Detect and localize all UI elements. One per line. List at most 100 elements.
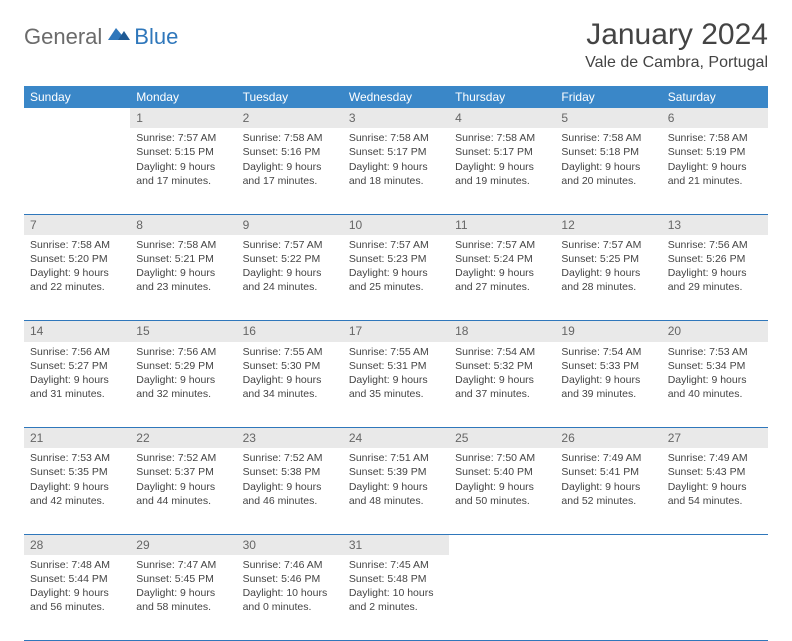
- day-content-cell: Sunrise: 7:55 AMSunset: 5:30 PMDaylight:…: [237, 342, 343, 428]
- sunset-line: Sunset: 5:22 PM: [243, 252, 337, 266]
- day-content-row: Sunrise: 7:53 AMSunset: 5:35 PMDaylight:…: [24, 448, 768, 534]
- sunrise-line: Sunrise: 7:46 AM: [243, 558, 337, 572]
- sunset-line: Sunset: 5:29 PM: [136, 359, 230, 373]
- sunset-line: Sunset: 5:17 PM: [349, 145, 443, 159]
- daylight-line: Daylight: 9 hours and 20 minutes.: [561, 160, 655, 188]
- day-content-row: Sunrise: 7:57 AMSunset: 5:15 PMDaylight:…: [24, 128, 768, 214]
- daylight-line: Daylight: 9 hours and 54 minutes.: [668, 480, 762, 508]
- day-number-cell: 13: [662, 214, 768, 235]
- weekday-header-row: Sunday Monday Tuesday Wednesday Thursday…: [24, 86, 768, 108]
- day-number-cell: 14: [24, 321, 130, 342]
- daylight-line: Daylight: 9 hours and 39 minutes.: [561, 373, 655, 401]
- day-number-cell: 10: [343, 214, 449, 235]
- day-content-cell: Sunrise: 7:53 AMSunset: 5:34 PMDaylight:…: [662, 342, 768, 428]
- day-number-row: 14151617181920: [24, 321, 768, 342]
- sunset-line: Sunset: 5:23 PM: [349, 252, 443, 266]
- day-content-cell: Sunrise: 7:56 AMSunset: 5:29 PMDaylight:…: [130, 342, 236, 428]
- day-number-row: 28293031: [24, 534, 768, 555]
- sunrise-line: Sunrise: 7:57 AM: [136, 131, 230, 145]
- sunset-line: Sunset: 5:30 PM: [243, 359, 337, 373]
- sunrise-line: Sunrise: 7:58 AM: [136, 238, 230, 252]
- day-number-cell: 12: [555, 214, 661, 235]
- sunset-line: Sunset: 5:26 PM: [668, 252, 762, 266]
- sunset-line: Sunset: 5:38 PM: [243, 465, 337, 479]
- day-content-cell: Sunrise: 7:52 AMSunset: 5:37 PMDaylight:…: [130, 448, 236, 534]
- daylight-line: Daylight: 9 hours and 19 minutes.: [455, 160, 549, 188]
- day-content-cell: Sunrise: 7:52 AMSunset: 5:38 PMDaylight:…: [237, 448, 343, 534]
- sunrise-line: Sunrise: 7:50 AM: [455, 451, 549, 465]
- sunrise-line: Sunrise: 7:58 AM: [243, 131, 337, 145]
- daylight-line: Daylight: 9 hours and 21 minutes.: [668, 160, 762, 188]
- day-content-cell: Sunrise: 7:58 AMSunset: 5:20 PMDaylight:…: [24, 235, 130, 321]
- sunset-line: Sunset: 5:45 PM: [136, 572, 230, 586]
- sunset-line: Sunset: 5:32 PM: [455, 359, 549, 373]
- day-number-cell: 23: [237, 428, 343, 449]
- daylight-line: Daylight: 9 hours and 18 minutes.: [349, 160, 443, 188]
- sunset-line: Sunset: 5:35 PM: [30, 465, 124, 479]
- daylight-line: Daylight: 9 hours and 48 minutes.: [349, 480, 443, 508]
- daylight-line: Daylight: 9 hours and 24 minutes.: [243, 266, 337, 294]
- daylight-line: Daylight: 9 hours and 23 minutes.: [136, 266, 230, 294]
- logo-text-general: General: [24, 24, 102, 50]
- day-content-cell: Sunrise: 7:58 AMSunset: 5:16 PMDaylight:…: [237, 128, 343, 214]
- day-content-cell: Sunrise: 7:50 AMSunset: 5:40 PMDaylight:…: [449, 448, 555, 534]
- day-number-cell: 24: [343, 428, 449, 449]
- sunset-line: Sunset: 5:21 PM: [136, 252, 230, 266]
- sunrise-line: Sunrise: 7:48 AM: [30, 558, 124, 572]
- sunset-line: Sunset: 5:17 PM: [455, 145, 549, 159]
- logo-text-blue: Blue: [134, 24, 178, 50]
- sunset-line: Sunset: 5:39 PM: [349, 465, 443, 479]
- sunset-line: Sunset: 5:46 PM: [243, 572, 337, 586]
- day-content-cell: Sunrise: 7:55 AMSunset: 5:31 PMDaylight:…: [343, 342, 449, 428]
- day-content-row: Sunrise: 7:48 AMSunset: 5:44 PMDaylight:…: [24, 555, 768, 641]
- day-content-cell: Sunrise: 7:58 AMSunset: 5:21 PMDaylight:…: [130, 235, 236, 321]
- day-content-cell: Sunrise: 7:58 AMSunset: 5:17 PMDaylight:…: [343, 128, 449, 214]
- sunset-line: Sunset: 5:31 PM: [349, 359, 443, 373]
- daylight-line: Daylight: 9 hours and 37 minutes.: [455, 373, 549, 401]
- sunset-line: Sunset: 5:24 PM: [455, 252, 549, 266]
- day-number-cell: [555, 534, 661, 555]
- title-block: January 2024 Vale de Cambra, Portugal: [585, 18, 768, 72]
- daylight-line: Daylight: 9 hours and 29 minutes.: [668, 266, 762, 294]
- daylight-line: Daylight: 9 hours and 27 minutes.: [455, 266, 549, 294]
- weekday-header: Friday: [555, 86, 661, 108]
- day-content-cell: Sunrise: 7:58 AMSunset: 5:18 PMDaylight:…: [555, 128, 661, 214]
- day-number-cell: 7: [24, 214, 130, 235]
- daylight-line: Daylight: 9 hours and 52 minutes.: [561, 480, 655, 508]
- day-number-cell: 27: [662, 428, 768, 449]
- day-content-cell: Sunrise: 7:46 AMSunset: 5:46 PMDaylight:…: [237, 555, 343, 641]
- day-content-cell: Sunrise: 7:58 AMSunset: 5:17 PMDaylight:…: [449, 128, 555, 214]
- day-number-cell: 25: [449, 428, 555, 449]
- day-number-cell: 29: [130, 534, 236, 555]
- daylight-line: Daylight: 9 hours and 25 minutes.: [349, 266, 443, 294]
- day-content-cell: Sunrise: 7:57 AMSunset: 5:23 PMDaylight:…: [343, 235, 449, 321]
- daylight-line: Daylight: 9 hours and 46 minutes.: [243, 480, 337, 508]
- daylight-line: Daylight: 9 hours and 32 minutes.: [136, 373, 230, 401]
- sunrise-line: Sunrise: 7:57 AM: [455, 238, 549, 252]
- daylight-line: Daylight: 10 hours and 2 minutes.: [349, 586, 443, 614]
- day-content-cell: Sunrise: 7:56 AMSunset: 5:27 PMDaylight:…: [24, 342, 130, 428]
- daylight-line: Daylight: 9 hours and 31 minutes.: [30, 373, 124, 401]
- sunrise-line: Sunrise: 7:58 AM: [349, 131, 443, 145]
- sunset-line: Sunset: 5:37 PM: [136, 465, 230, 479]
- sunrise-line: Sunrise: 7:58 AM: [561, 131, 655, 145]
- sunrise-line: Sunrise: 7:58 AM: [455, 131, 549, 145]
- sunrise-line: Sunrise: 7:45 AM: [349, 558, 443, 572]
- day-content-cell: Sunrise: 7:54 AMSunset: 5:33 PMDaylight:…: [555, 342, 661, 428]
- location: Vale de Cambra, Portugal: [585, 54, 768, 72]
- daylight-line: Daylight: 9 hours and 58 minutes.: [136, 586, 230, 614]
- sunrise-line: Sunrise: 7:49 AM: [668, 451, 762, 465]
- day-number-row: 21222324252627: [24, 428, 768, 449]
- daylight-line: Daylight: 9 hours and 50 minutes.: [455, 480, 549, 508]
- day-content-cell: Sunrise: 7:49 AMSunset: 5:41 PMDaylight:…: [555, 448, 661, 534]
- sunrise-line: Sunrise: 7:52 AM: [136, 451, 230, 465]
- daylight-line: Daylight: 9 hours and 42 minutes.: [30, 480, 124, 508]
- day-number-cell: 11: [449, 214, 555, 235]
- sunrise-line: Sunrise: 7:58 AM: [30, 238, 124, 252]
- day-content-cell: Sunrise: 7:57 AMSunset: 5:24 PMDaylight:…: [449, 235, 555, 321]
- sunset-line: Sunset: 5:19 PM: [668, 145, 762, 159]
- weekday-header: Thursday: [449, 86, 555, 108]
- weekday-header: Monday: [130, 86, 236, 108]
- sunrise-line: Sunrise: 7:56 AM: [30, 345, 124, 359]
- day-content-cell: Sunrise: 7:48 AMSunset: 5:44 PMDaylight:…: [24, 555, 130, 641]
